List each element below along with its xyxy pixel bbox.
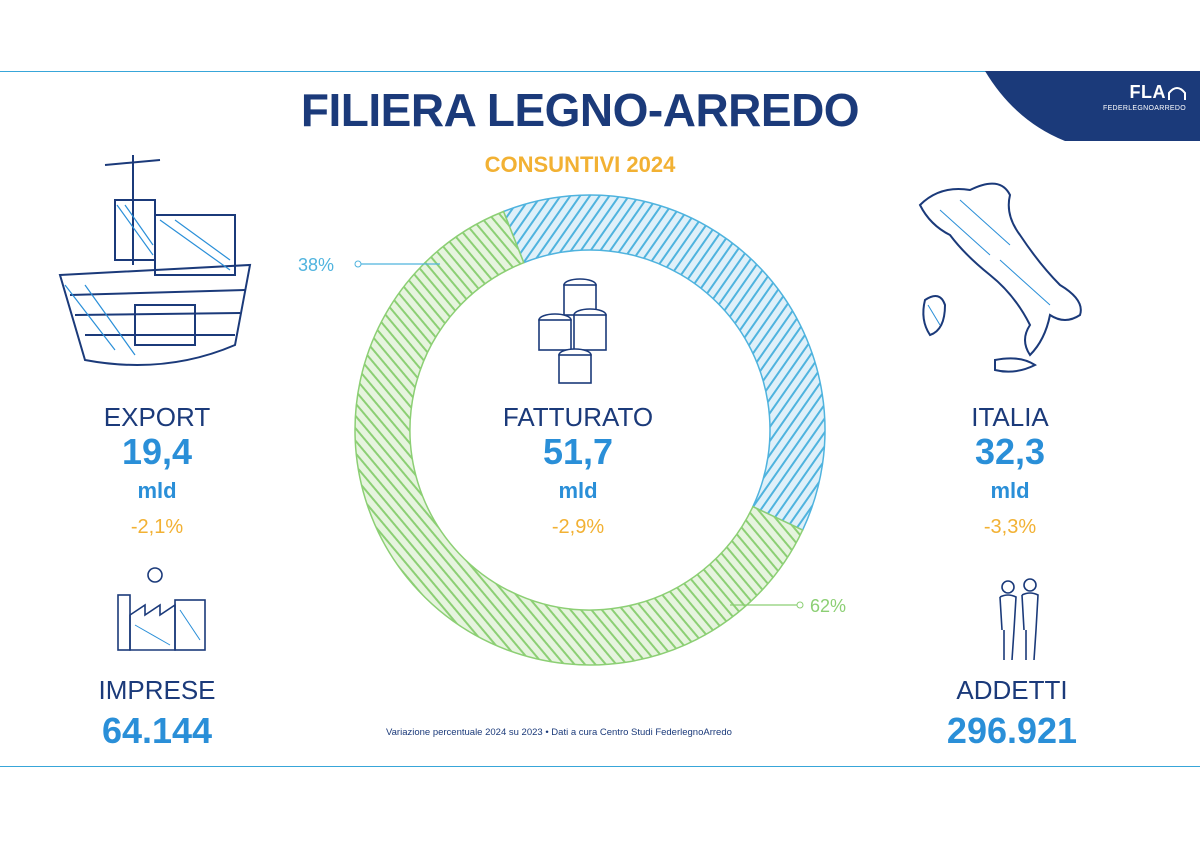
- fatturato-donut-chart: 38% 62%: [298, 194, 846, 666]
- people-icon: [999, 578, 1039, 661]
- coins-icon: [538, 278, 607, 384]
- italia-stat: ITALIA 32,3 mld -3,3%: [900, 402, 1120, 540]
- italia-change: -3,3%: [983, 516, 1037, 538]
- export-value: 19,4: [121, 431, 193, 472]
- factory-icon: [117, 567, 206, 651]
- addetti-value: 296.921: [946, 710, 1078, 751]
- export-label: EXPORT: [103, 402, 211, 432]
- export-change: -2,1%: [130, 516, 184, 538]
- fatturato-label: FATTURATO: [502, 402, 654, 432]
- donut-slice-export: [502, 194, 826, 532]
- italia-unit: mld: [990, 478, 1030, 503]
- logo-subtext: FEDERLEGNOARREDO: [1103, 105, 1186, 112]
- addetti-label: ADDETTI: [956, 675, 1068, 705]
- export-share-label: 38%: [298, 255, 334, 275]
- export-leader-dot: [354, 260, 362, 268]
- export-stat: EXPORT 19,4 mld -2,1%: [47, 402, 267, 540]
- ship-illustration: [58, 155, 252, 366]
- logo-text: FLA: [1129, 82, 1166, 102]
- italia-leader-dot: [796, 601, 804, 609]
- italy-map-illustration: [918, 182, 1082, 373]
- page-subtitle: CONSUNTIVI 2024: [484, 152, 676, 177]
- imprese-value: 64.144: [101, 710, 213, 751]
- fla-logo: FLA FEDERLEGNOARREDO: [1086, 82, 1186, 132]
- donut-slice-italia: [354, 210, 804, 666]
- imprese-label: IMPRESE: [98, 675, 216, 705]
- italia-label: ITALIA: [971, 402, 1049, 432]
- fatturato-value: 51,7: [542, 431, 614, 472]
- page-title: FILIERA LEGNO-ARREDO: [300, 84, 860, 136]
- italia-share-label: 62%: [810, 596, 846, 616]
- fatturato-stat: FATTURATO 51,7 mld -2,9%: [468, 402, 688, 540]
- fatturato-change: -2,9%: [551, 516, 605, 538]
- fatturato-unit: mld: [558, 478, 598, 503]
- brand-corner: [985, 71, 1200, 141]
- italia-value: 32,3: [974, 431, 1046, 472]
- imprese-stat: IMPRESE 64.144: [47, 675, 267, 751]
- addetti-stat: ADDETTI 296.921: [902, 675, 1122, 751]
- footnote: Variazione percentuale 2024 su 2023 • Da…: [386, 727, 732, 738]
- export-unit: mld: [137, 478, 177, 503]
- arch-icon: [1168, 86, 1186, 100]
